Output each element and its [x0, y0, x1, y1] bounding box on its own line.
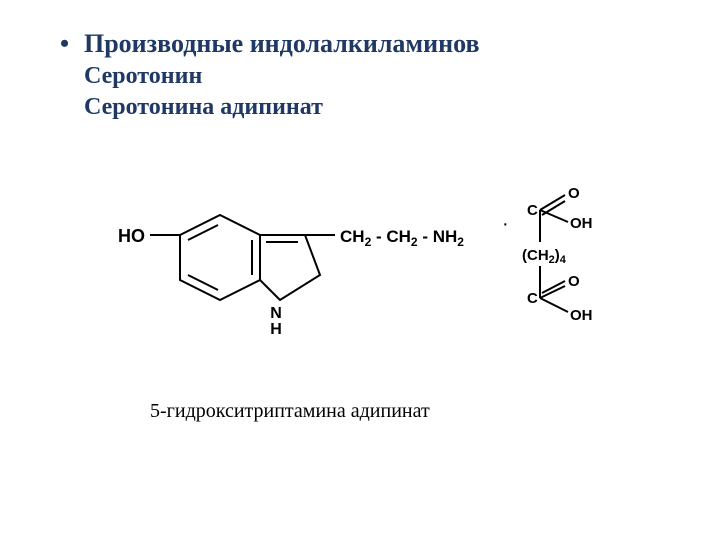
label-oh-bot: OH	[570, 307, 593, 324]
chemical-structure-diagram: HO N H CH2 - CH2 - NH2 ·	[110, 180, 630, 350]
heading-bullet-title: Производные индолалкиламинов	[60, 28, 684, 61]
label-c-top: C	[527, 202, 538, 219]
label-c-bot: C	[527, 290, 538, 307]
slide: Производные индолалкиламинов Серотонин С…	[0, 0, 720, 540]
label-nh-h: H	[270, 321, 282, 338]
label-oh-top: OH	[570, 215, 593, 232]
heading-block: Производные индолалкиламинов Серотонин С…	[60, 28, 684, 123]
label-sidechain: CH2 - CH2 - NH2	[340, 227, 464, 249]
label-o-top: O	[568, 185, 580, 202]
label-ho: HO	[118, 226, 145, 246]
label-dot: ·	[502, 213, 509, 235]
caption: 5-гидрокситриптамина адипинат	[150, 400, 430, 423]
heading-line-3: Серотонина адипинат	[60, 92, 684, 123]
structure-svg: HO N H CH2 - CH2 - NH2 ·	[110, 180, 630, 350]
heading-line-2: Серотонин	[60, 61, 684, 92]
label-o-bot: O	[568, 273, 580, 290]
label-nh-n: N	[270, 305, 282, 322]
